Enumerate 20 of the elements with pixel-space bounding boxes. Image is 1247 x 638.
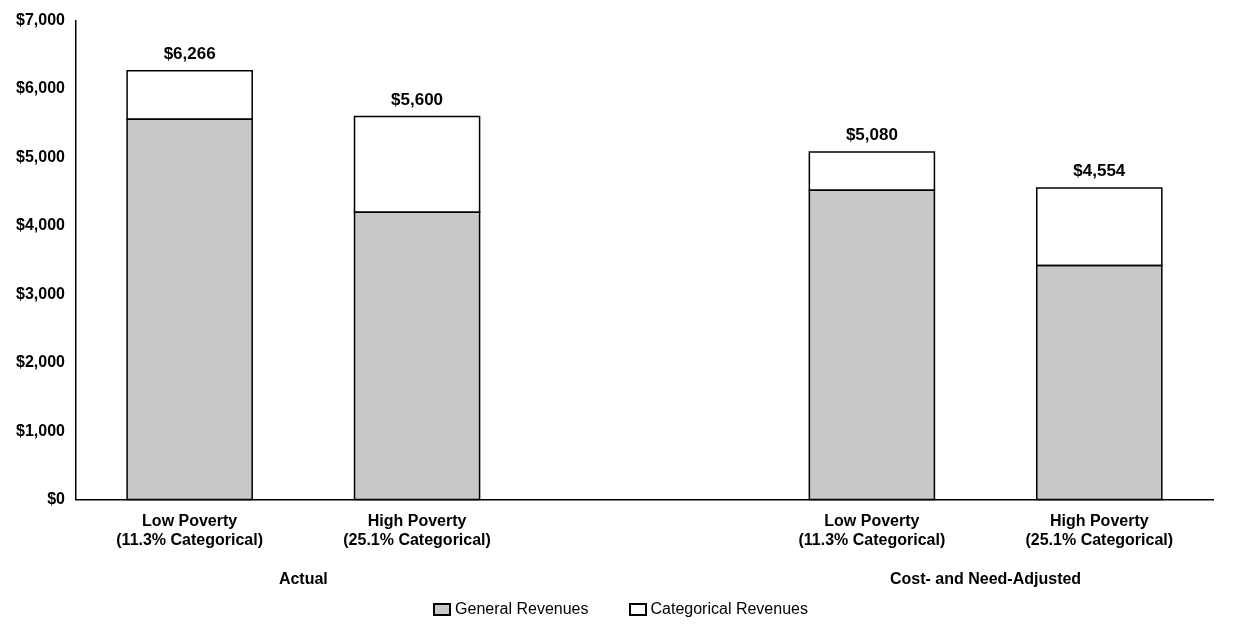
text: Cost- and Need-Adjusted: [890, 570, 1082, 588]
text: Actual: [278, 570, 328, 588]
x-tick-label: High Poverty (25.1% Categorical): [1025, 511, 1174, 548]
x-tick-label: High Poverty (25.1% Categorical): [343, 511, 491, 548]
x-tick-label: Low Poverty (11.3% Categorical): [116, 511, 264, 548]
y-tick-label: $0: [47, 490, 66, 508]
total-label: $4,554: [1073, 161, 1126, 181]
y-tick-label: $4,000: [16, 216, 66, 234]
legend-label: General Revenues: [455, 600, 589, 618]
y-tick-label: $5,000: [16, 147, 66, 165]
y-tick-label: $1,000: [16, 421, 66, 439]
y-tick-label: $2,000: [16, 353, 66, 371]
y-tick-label: $3,000: [16, 284, 66, 302]
total-label: $5,600: [391, 89, 444, 109]
total-label: $5,080: [845, 125, 898, 145]
x-tick-label: Low Poverty (11.3% Categorical): [798, 511, 946, 548]
y-tick-label: $7,000: [16, 11, 66, 29]
total-label: $6,266: [163, 44, 216, 64]
y-tick-label: $6,000: [16, 79, 66, 97]
legend-label: Categorical Revenues: [650, 600, 808, 618]
